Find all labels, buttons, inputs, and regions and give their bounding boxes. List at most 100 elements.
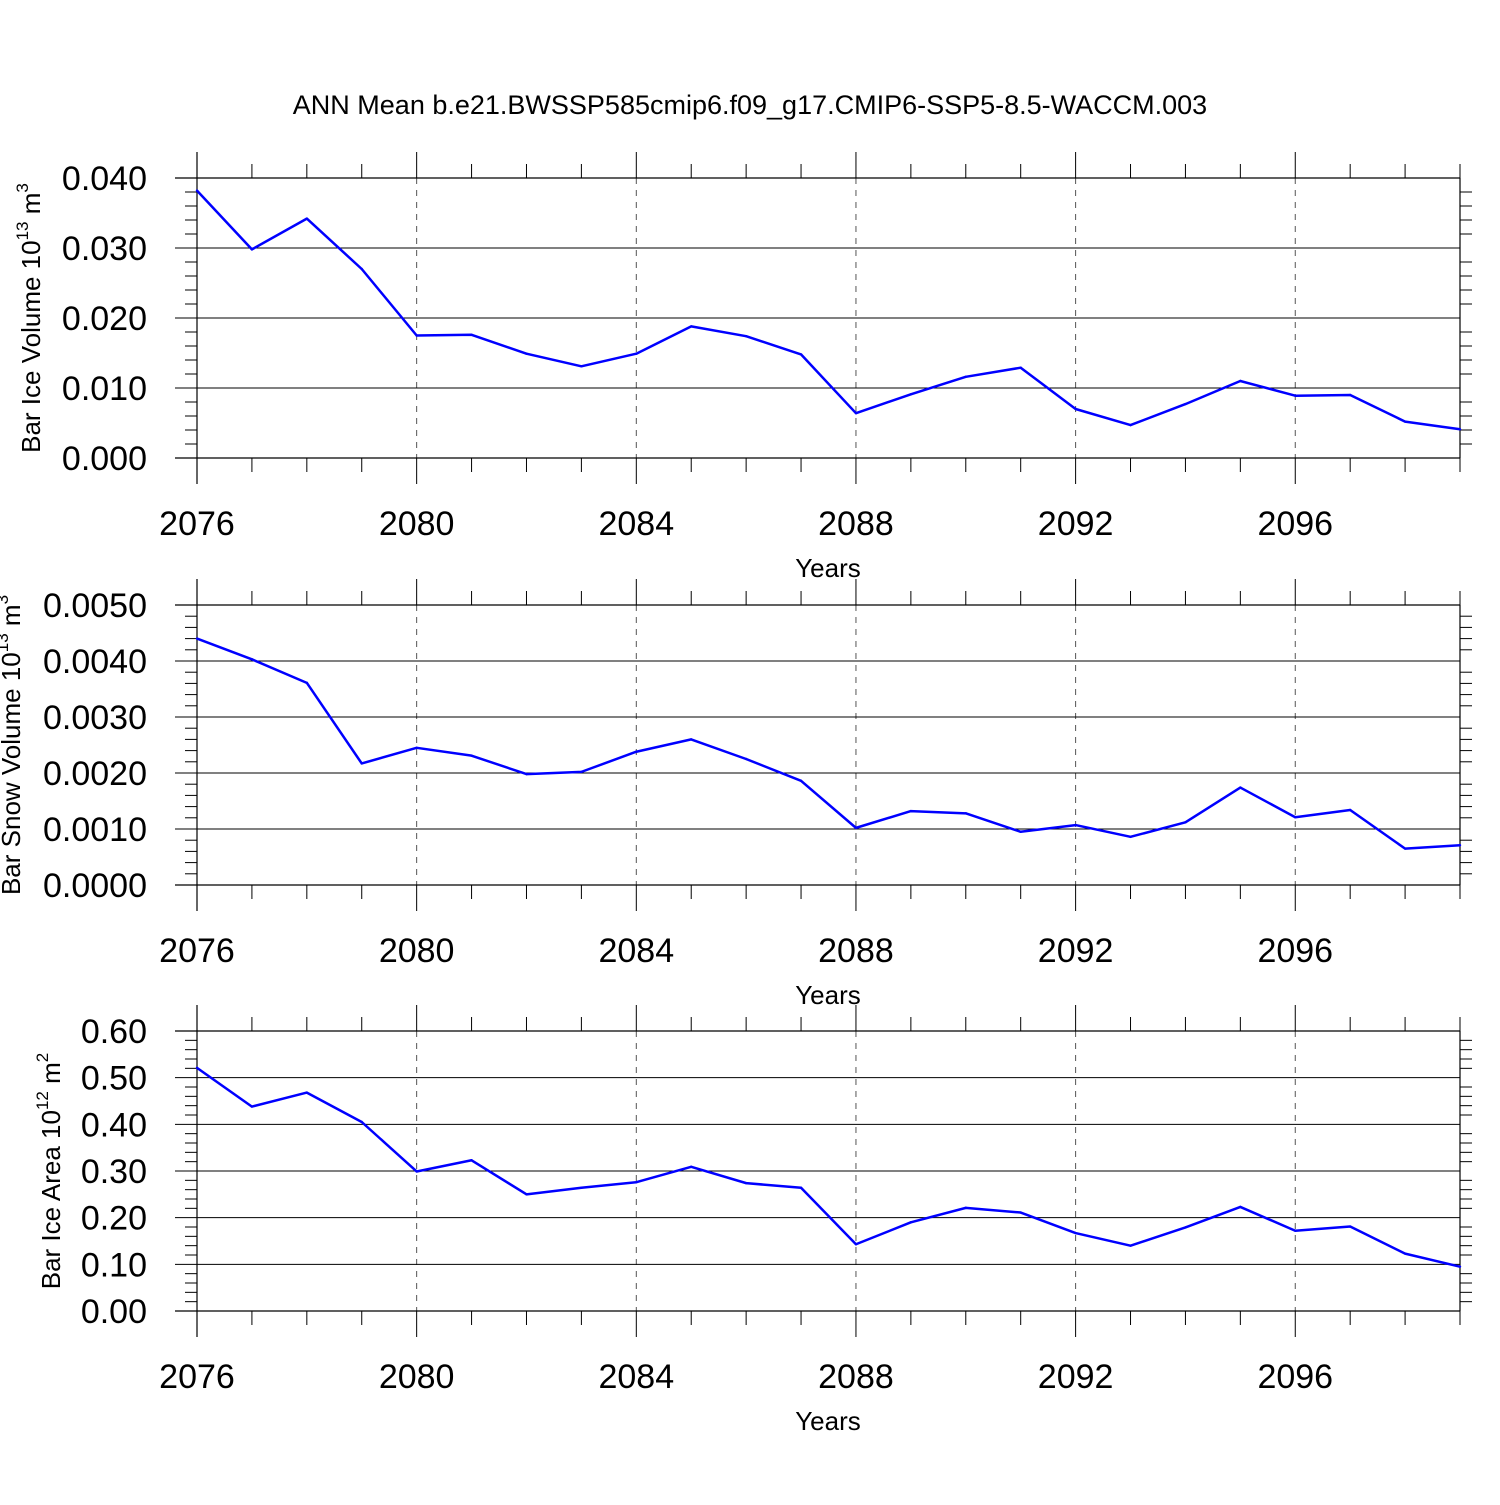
data-point <box>1239 1205 1242 1209</box>
data-point <box>854 826 858 830</box>
data-point <box>580 1186 583 1190</box>
y-tick-label: 0.30 <box>81 1153 147 1191</box>
x-tick-label: 2084 <box>598 505 674 543</box>
data-point <box>360 1120 363 1124</box>
series-line <box>196 1066 1461 1268</box>
y-tick-label: 0.60 <box>81 1013 147 1051</box>
data-point <box>909 809 913 813</box>
y-tick-label: 0.0010 <box>43 811 147 849</box>
y-tick-label: 0.0030 <box>43 699 147 737</box>
data-point <box>305 217 309 220</box>
y-axis-label-text: Bar Snow Volume 10 <box>0 652 26 895</box>
y-tick-label: 0.040 <box>62 160 147 198</box>
y-axis-label-unit: m <box>16 193 46 222</box>
x-axis-label: Years <box>795 1406 861 1436</box>
data-point <box>1239 786 1242 789</box>
x-tick-label: 2076 <box>159 932 235 970</box>
x-tick-label: 2092 <box>1038 932 1114 970</box>
data-point <box>470 754 473 757</box>
data-point <box>690 1165 693 1169</box>
data-point <box>1348 808 1352 812</box>
data-point <box>854 1243 858 1246</box>
data-point <box>580 365 583 368</box>
y-tick-label: 0.000 <box>62 440 147 478</box>
data-point <box>799 779 803 783</box>
data-point <box>1019 366 1022 369</box>
y-axis-label-unit-exponent: 3 <box>0 595 12 604</box>
x-tick-label: 2080 <box>379 1358 455 1396</box>
data-point <box>1074 1231 1077 1235</box>
data-point <box>415 1170 418 1173</box>
data-point <box>250 248 254 251</box>
x-axis-label: Years <box>795 553 861 583</box>
panel-1: 2076 2080 2084 2088 2092 2096 0.000 0.010 0.020 0… <box>13 152 1472 583</box>
data-point <box>195 1066 199 1070</box>
data-point <box>635 352 638 355</box>
data-point <box>1074 823 1077 827</box>
y-axis-label-exponent: 13 <box>0 633 12 652</box>
data-point <box>1184 1226 1187 1229</box>
y-tick-label: 0.0040 <box>43 643 147 681</box>
data-point <box>360 762 363 765</box>
data-point <box>909 1221 913 1224</box>
y-tick-label: 0.20 <box>81 1200 147 1238</box>
x-tick-label: 2080 <box>379 932 455 970</box>
series-line <box>196 637 1461 850</box>
y-axis-label-exponent: 12 <box>33 1091 52 1110</box>
data-point <box>799 1186 803 1190</box>
y-tick-label: 0.0050 <box>43 587 147 625</box>
data-point <box>1403 420 1407 423</box>
data-point <box>1294 394 1297 397</box>
data-point <box>1294 1229 1297 1232</box>
data-point <box>360 267 363 271</box>
panel-3: 2076 2080 2084 2088 2092 2096 0.00 0.10 0.20 0.30… <box>33 1005 1472 1436</box>
y-tick-label: 0.00 <box>81 1293 147 1331</box>
data-point <box>1184 402 1187 406</box>
data-point <box>854 412 858 415</box>
data-point <box>1129 1244 1132 1247</box>
y-axis-label: Bar Ice Volume 1013 m3 <box>13 183 46 453</box>
y-tick-label: 0.50 <box>81 1060 147 1098</box>
data-point <box>1458 844 1462 847</box>
x-tick-label: 2088 <box>818 1358 894 1396</box>
data-point <box>415 334 418 337</box>
y-axis-label-text: Bar Ice Area 10 <box>36 1110 66 1289</box>
data-point <box>1184 821 1187 824</box>
data-point <box>1129 835 1132 839</box>
data-point <box>1239 379 1242 383</box>
y-axis-label-unit-exponent: 2 <box>33 1053 52 1062</box>
x-tick-label: 2092 <box>1038 1358 1114 1396</box>
data-point <box>964 812 967 815</box>
y-tick-label: 0.0000 <box>43 867 147 905</box>
data-point <box>744 757 748 761</box>
data-point <box>1458 1265 1462 1268</box>
data-point <box>1074 407 1077 411</box>
data-point <box>525 772 528 776</box>
x-tick-label: 2084 <box>598 1358 674 1396</box>
x-tick-label: 2092 <box>1038 505 1114 543</box>
data-point <box>1403 847 1407 850</box>
data-point <box>525 352 528 355</box>
data-point <box>250 658 254 661</box>
x-tick-label: 2088 <box>818 505 894 543</box>
data-point <box>305 1091 309 1094</box>
data-point <box>1129 423 1132 427</box>
figure-title: ANN Mean b.e21.BWSSP585cmip6.f09_g17.CMI… <box>293 90 1207 120</box>
data-point <box>1458 428 1462 431</box>
y-axis-label-exponent: 13 <box>13 221 32 240</box>
data-point <box>909 393 913 396</box>
data-point <box>799 353 803 356</box>
y-tick-label: 0.40 <box>81 1106 147 1144</box>
x-tick-label: 2076 <box>159 505 235 543</box>
data-point <box>195 189 199 192</box>
y-tick-label: 0.030 <box>62 230 147 268</box>
y-axis-label-unit: m <box>0 604 26 633</box>
x-tick-label: 2076 <box>159 1358 235 1396</box>
x-tick-label: 2096 <box>1257 505 1333 543</box>
data-point <box>1348 1225 1352 1228</box>
y-axis-label-unit: m <box>36 1062 66 1091</box>
data-point <box>964 375 967 378</box>
data-point <box>580 770 583 774</box>
